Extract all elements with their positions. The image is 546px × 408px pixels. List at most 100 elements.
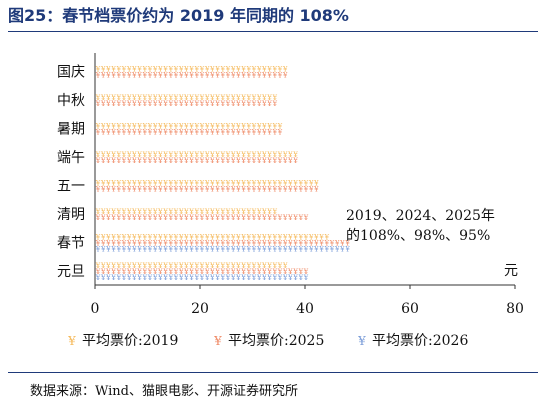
bar-symbol: ¥ xyxy=(178,268,184,276)
bar-symbol: ¥ xyxy=(131,208,137,216)
bar-symbol: ¥ xyxy=(183,245,189,253)
bar-symbol: ¥ xyxy=(168,268,174,276)
bar-symbol: ¥ xyxy=(178,233,184,241)
bar-symbol: ¥ xyxy=(292,268,298,276)
bar-symbol: ¥ xyxy=(214,122,220,130)
bar-symbol: ¥ xyxy=(199,179,205,187)
bar-symbol: ¥ xyxy=(214,214,220,222)
legend: ¥ 平均票价:2019 ¥ 平均票价:2025 ¥ 平均票价:2026 xyxy=(67,333,468,349)
bar-symbol: ¥ xyxy=(194,208,200,216)
bar-symbol: ¥ xyxy=(329,245,335,253)
bar-symbol: ¥ xyxy=(105,65,111,73)
bar-symbol: ¥ xyxy=(126,214,132,222)
bar-symbol: ¥ xyxy=(162,65,168,73)
bar-symbol: ¥ xyxy=(303,239,309,247)
bar-symbol: ¥ xyxy=(220,233,226,241)
bar-symbol: ¥ xyxy=(303,245,309,253)
bar-symbol: ¥ xyxy=(235,245,241,253)
bar-symbol: ¥ xyxy=(126,94,132,102)
bar-symbol: ¥ xyxy=(173,128,179,136)
bar-symbol: ¥ xyxy=(266,122,272,130)
bar-symbol: ¥ xyxy=(225,274,231,282)
bar-symbol: ¥ xyxy=(220,100,226,108)
bar-symbol: ¥ xyxy=(225,262,231,270)
bar-symbol: ¥ xyxy=(261,262,267,270)
bar-symbol: ¥ xyxy=(261,71,267,79)
bar-symbol: ¥ xyxy=(136,94,142,102)
legend-symbol: ¥ xyxy=(213,334,222,348)
bar-symbol: ¥ xyxy=(131,268,137,276)
bar-symbol: ¥ xyxy=(126,262,132,270)
bar-symbol: ¥ xyxy=(204,122,210,130)
bar-symbol: ¥ xyxy=(292,233,298,241)
bar-symbol: ¥ xyxy=(204,94,210,102)
bar-symbol: ¥ xyxy=(110,214,116,222)
bar-symbol: ¥ xyxy=(251,179,257,187)
bar-symbol: ¥ xyxy=(183,274,189,282)
bar-symbol: ¥ xyxy=(95,94,101,102)
bar-symbol: ¥ xyxy=(204,157,210,165)
bar-symbol: ¥ xyxy=(110,208,116,216)
bar-symbol: ¥ xyxy=(235,179,241,187)
bar-symbol: ¥ xyxy=(256,71,262,79)
bars: ¥ ¥ ¥ ¥ ¥ ¥ ¥ ¥ ¥ ¥ ¥ ¥ ¥ ¥ ¥ ¥ ¥ ¥ ¥ ¥ ¥ ¥ ¥ ¥ ¥ ¥ ¥ ¥ ¥ ¥ ¥ ¥ ¥ ¥ ¥ ¥ ¥¥ ¥ ¥… xyxy=(95,65,351,282)
bar-symbol: ¥ xyxy=(266,239,272,247)
bar-symbol: ¥ xyxy=(100,208,106,216)
bar-symbol: ¥ xyxy=(152,262,158,270)
bar-symbol: ¥ xyxy=(194,245,200,253)
bar-symbol: ¥ xyxy=(266,179,272,187)
bar-symbol: ¥ xyxy=(116,65,122,73)
bar-symbol: ¥ xyxy=(183,151,189,159)
bar: ¥ ¥ ¥ ¥ ¥ ¥ ¥ ¥ ¥ ¥ ¥ ¥ ¥ ¥ ¥ ¥ ¥ ¥ ¥ ¥ ¥ ¥ ¥ ¥ ¥ ¥ ¥ ¥ ¥ ¥ ¥ ¥ ¥ ¥ ¥ ¥ xyxy=(95,128,283,136)
bar-symbol: ¥ xyxy=(121,268,127,276)
bar-symbol: ¥ xyxy=(214,179,220,187)
bar-symbol: ¥ xyxy=(246,185,252,193)
bar-symbol: ¥ xyxy=(173,233,179,241)
bar-symbol: ¥ xyxy=(152,245,158,253)
bar-symbol: ¥ xyxy=(256,208,262,216)
bar-symbol: ¥ xyxy=(105,239,111,247)
bar-symbol: ¥ xyxy=(230,268,236,276)
bar-symbol: ¥ xyxy=(131,274,137,282)
bar-symbol: ¥ xyxy=(292,245,298,253)
source-note: 数据来源：Wind、猫眼电影、开源证券研究所 xyxy=(30,384,298,399)
bar-symbol: ¥ xyxy=(256,128,262,136)
bar-symbol: ¥ xyxy=(272,151,278,159)
bar-symbol: ¥ xyxy=(194,65,200,73)
bar-symbol: ¥ xyxy=(116,214,122,222)
bar-symbol: ¥ xyxy=(168,71,174,79)
bar-symbol: ¥ xyxy=(199,214,205,222)
bar-symbol: ¥ xyxy=(162,179,168,187)
bar-symbol: ¥ xyxy=(277,71,283,79)
x-tick-label: 80 xyxy=(506,301,524,317)
bar-symbol: ¥ xyxy=(105,274,111,282)
bar-symbol: ¥ xyxy=(235,268,241,276)
bar-symbol: ¥ xyxy=(240,122,246,130)
bar-symbol: ¥ xyxy=(105,71,111,79)
bar-symbol: ¥ xyxy=(298,214,304,222)
bar-symbol: ¥ xyxy=(188,94,194,102)
bar-symbol: ¥ xyxy=(204,179,210,187)
bar-symbol: ¥ xyxy=(339,239,345,247)
bar-symbol: ¥ xyxy=(313,179,319,187)
bar-symbol: ¥ xyxy=(131,185,137,193)
bar-symbol: ¥ xyxy=(282,262,288,270)
bar-symbol: ¥ xyxy=(105,245,111,253)
bar-symbol: ¥ xyxy=(136,179,142,187)
bar-symbol: ¥ xyxy=(266,208,272,216)
bar-symbol: ¥ xyxy=(142,157,148,165)
bar-symbol: ¥ xyxy=(240,128,246,136)
bar-symbol: ¥ xyxy=(225,151,231,159)
bar-symbol: ¥ xyxy=(183,233,189,241)
bar-symbol: ¥ xyxy=(168,179,174,187)
bar-symbol: ¥ xyxy=(230,245,236,253)
bar-symbol: ¥ xyxy=(183,157,189,165)
bar-symbol: ¥ xyxy=(178,122,184,130)
bar-symbol: ¥ xyxy=(131,151,137,159)
bar-symbol: ¥ xyxy=(126,128,132,136)
bar-symbol: ¥ xyxy=(214,274,220,282)
bar-symbol: ¥ xyxy=(298,274,304,282)
bar-symbol: ¥ xyxy=(121,94,127,102)
bar-symbol: ¥ xyxy=(188,214,194,222)
bar-symbol: ¥ xyxy=(110,94,116,102)
